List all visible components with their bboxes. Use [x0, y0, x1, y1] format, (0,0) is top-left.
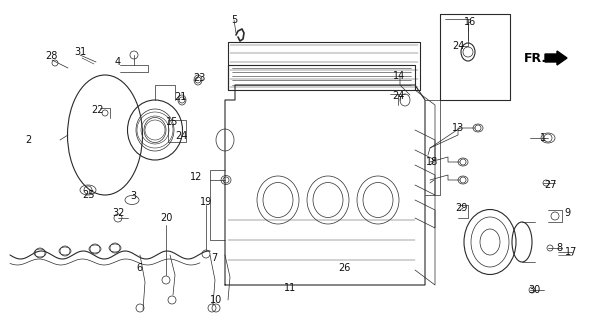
Text: 32: 32	[112, 208, 124, 218]
Bar	[168, 120, 186, 142]
Text: 27: 27	[545, 180, 557, 190]
Text: 15: 15	[166, 117, 178, 127]
Text: 5: 5	[231, 15, 237, 25]
Text: 24: 24	[392, 91, 404, 101]
Text: 6: 6	[136, 263, 142, 273]
Text: 23: 23	[193, 73, 205, 83]
Text: 25: 25	[82, 190, 94, 200]
Text: 20: 20	[160, 213, 172, 223]
Text: 14: 14	[393, 71, 405, 81]
Text: 19: 19	[200, 197, 212, 207]
Text: 7: 7	[211, 253, 217, 263]
Text: 3: 3	[130, 191, 136, 201]
FancyArrow shape	[545, 51, 567, 65]
Text: 31: 31	[74, 47, 86, 57]
Text: 26: 26	[338, 263, 350, 273]
Text: FR.: FR.	[524, 52, 547, 65]
Text: 13: 13	[452, 123, 464, 133]
Text: 21: 21	[174, 92, 186, 102]
Text: 2: 2	[25, 135, 31, 145]
Text: 10: 10	[210, 295, 222, 305]
Text: 9: 9	[564, 208, 570, 218]
Text: 24: 24	[452, 41, 464, 51]
Text: 4: 4	[115, 57, 121, 67]
Text: 12: 12	[190, 172, 202, 182]
Text: 22: 22	[91, 105, 103, 115]
Text: 29: 29	[455, 203, 467, 213]
Text: 18: 18	[426, 157, 438, 167]
Text: 28: 28	[45, 51, 57, 61]
Text: 17: 17	[565, 247, 577, 257]
Text: 24: 24	[175, 131, 187, 141]
Text: 16: 16	[464, 17, 476, 27]
Text: 1: 1	[540, 133, 546, 143]
Text: 8: 8	[556, 243, 562, 253]
Text: 11: 11	[284, 283, 296, 293]
Text: 30: 30	[528, 285, 540, 295]
